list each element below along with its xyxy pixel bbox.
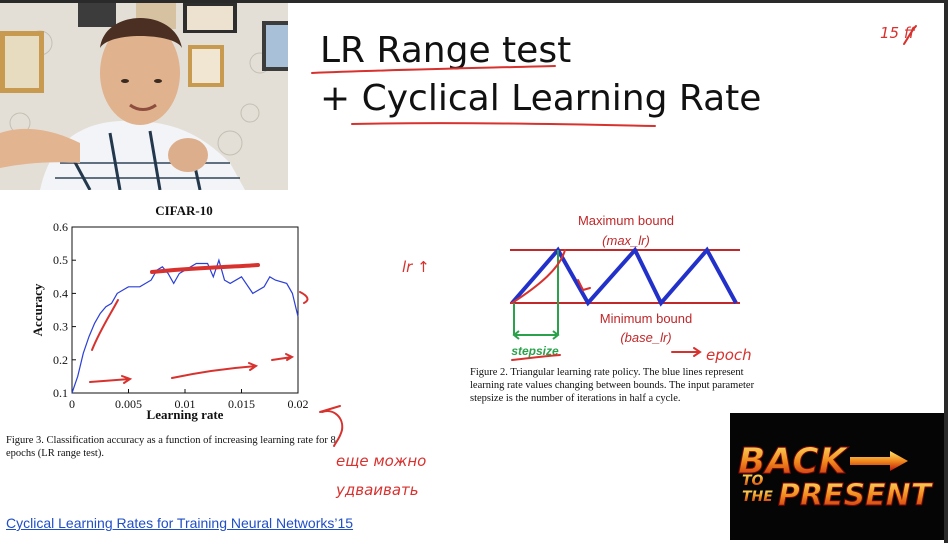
x-axis: 0 0.005 0.01 0.015 0.02 (69, 389, 309, 411)
y-tick-label: 0.4 (53, 286, 68, 300)
accuracy-chart: CIFAR-10 0.1 0.2 0.3 0.4 0.5 0.6 0 0.005 0.01 0.… (30, 203, 309, 422)
chart-title: CIFAR-10 (155, 203, 213, 218)
min-bound-label: Minimum bound (600, 311, 693, 326)
y-tick-label: 0.6 (53, 220, 68, 234)
webcam-video (0, 3, 288, 190)
triangular-lr-diagram: Maximum bound (max_lr) Minimum bound (ba… (510, 213, 740, 358)
slide-title-line2: + Cyclical Learning Rate (320, 78, 762, 119)
presenter-image (0, 3, 288, 190)
window-right-border (944, 0, 948, 543)
triangular-lr-line (510, 246, 738, 307)
double-note-line2: удваивать (335, 481, 419, 499)
y-tick-label: 0.3 (53, 320, 68, 334)
logo-text-back: BACK (738, 441, 850, 482)
x-tick-label: 0.01 (175, 397, 196, 411)
logo-text-to: TO (742, 473, 764, 489)
x-tick-label: 0.02 (288, 397, 309, 411)
y-tick-label: 0.2 (53, 353, 68, 367)
series-layer (71, 258, 299, 394)
logo-image: BACK TO THE PRESENT (730, 413, 944, 540)
x-tick-label: 0 (69, 397, 75, 411)
logo-text-present: PRESENT (778, 478, 934, 513)
plot-frame (71, 226, 299, 394)
figure2-caption: Figure 2. Triangular learning rate polic… (470, 367, 755, 404)
stepsize-arrowheads (512, 330, 560, 340)
x-axis-label: Learning rate (147, 407, 224, 422)
logo-text-the: THE (742, 489, 773, 505)
y-tick-label: 0.5 (53, 253, 68, 267)
x-tick-label: 0.015 (228, 397, 255, 411)
logo-arrow (850, 451, 908, 471)
window-top-border (0, 0, 948, 3)
x-tick-label: 0.005 (115, 397, 142, 411)
stepsize-label: stepsize (511, 344, 559, 358)
lr-up-note: lr ↑ (402, 258, 430, 276)
page-mark (903, 25, 917, 45)
accuracy-series-line (71, 258, 299, 394)
figure3-caption: Figure 3. Classification accuracy as a f… (6, 435, 336, 459)
slide-title-line1: LR Range test (320, 30, 572, 71)
back-to-the-present-logo: BACK TO THE PRESENT (730, 413, 944, 540)
max-bound-label: Maximum bound (578, 213, 674, 228)
min-bound-sublabel: (base_lr) (620, 330, 671, 345)
paper-source-link[interactable]: Cyclical Learning Rates for Training Neu… (6, 515, 354, 531)
max-bound-sublabel: (max_lr) (602, 233, 650, 248)
y-tick-label: 0.1 (53, 386, 68, 400)
y-axis: 0.1 0.2 0.3 0.4 0.5 0.6 (53, 220, 76, 400)
y-axis-label: Accuracy (30, 283, 45, 336)
underline-title2 (351, 122, 656, 127)
page-number-note: 15 ff (880, 24, 917, 42)
